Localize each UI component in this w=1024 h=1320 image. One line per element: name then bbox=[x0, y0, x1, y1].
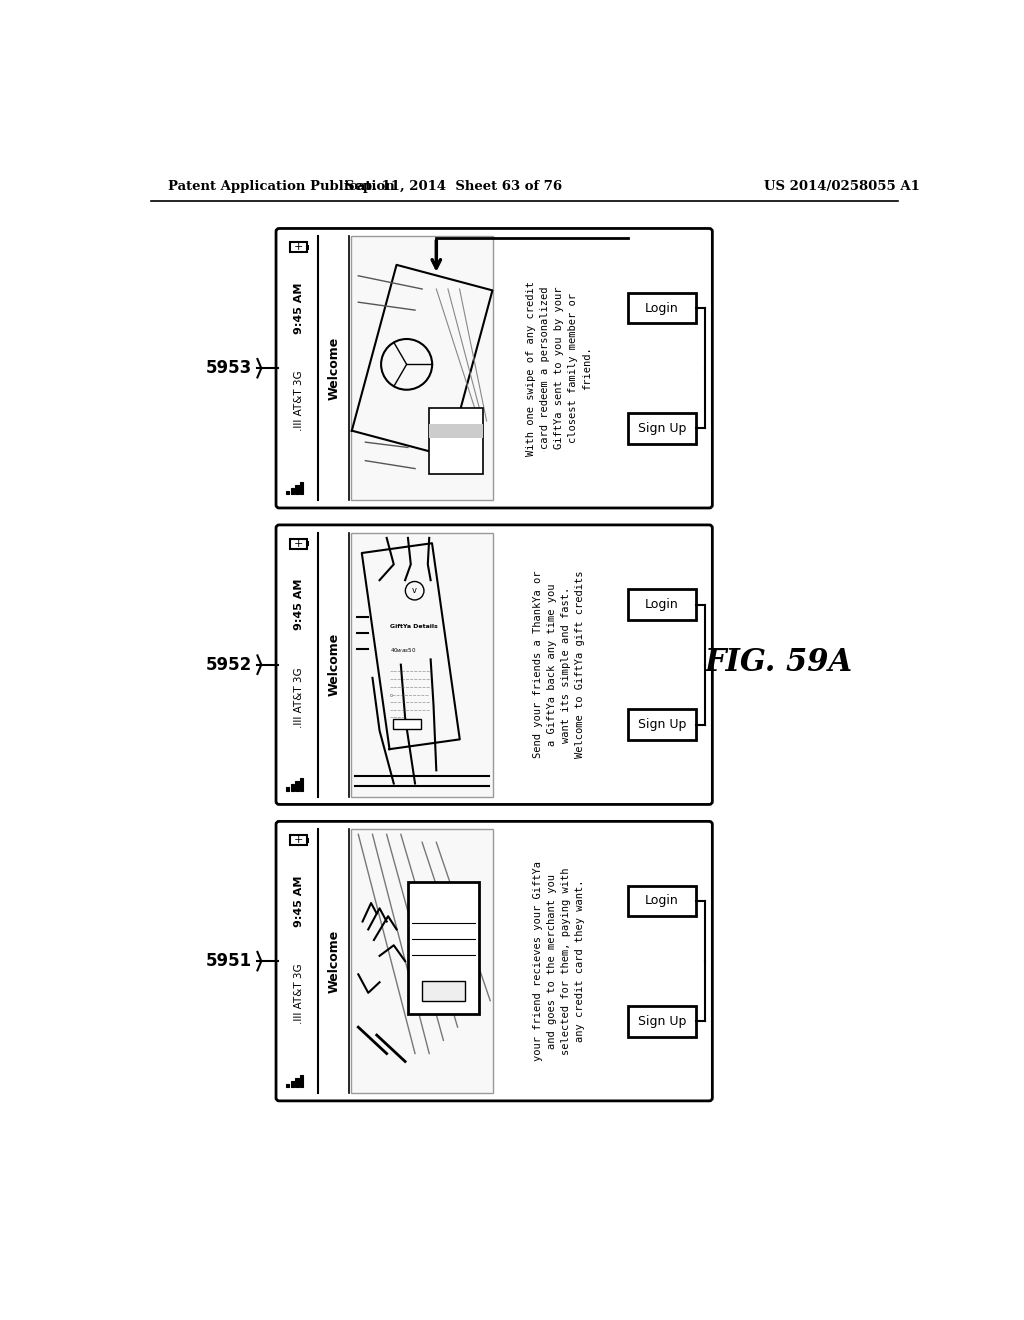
Bar bbox=[429, 408, 483, 474]
Text: Patent Application Publication: Patent Application Publication bbox=[168, 181, 395, 194]
Bar bbox=[628, 709, 696, 741]
Text: Welcome: Welcome bbox=[328, 929, 341, 993]
Text: .lll AT&T 3G: .lll AT&T 3G bbox=[294, 667, 303, 727]
FancyBboxPatch shape bbox=[276, 525, 713, 804]
Text: Welcome: Welcome bbox=[328, 634, 341, 697]
Bar bbox=[628, 1006, 696, 1036]
Text: ~~~~: ~~~~ bbox=[389, 715, 406, 721]
Bar bbox=[628, 293, 696, 323]
Bar bbox=[307, 244, 309, 249]
Bar bbox=[291, 1081, 294, 1088]
Text: +: + bbox=[294, 836, 303, 845]
Bar bbox=[307, 838, 309, 843]
Text: ~~~~~~~~~~: ~~~~~~~~~~ bbox=[389, 685, 431, 690]
Bar bbox=[351, 829, 494, 1093]
Bar bbox=[628, 413, 696, 444]
Text: Sign Up: Sign Up bbox=[638, 422, 686, 434]
Text: ~~~~~~~~~~: ~~~~~~~~~~ bbox=[389, 669, 431, 675]
Text: ~~~~~~~~~~: ~~~~~~~~~~ bbox=[389, 700, 431, 705]
Bar bbox=[295, 484, 299, 494]
Text: $40  was $50: $40 was $50 bbox=[389, 647, 416, 655]
Text: GiftYa Details: GiftYa Details bbox=[389, 624, 437, 628]
Text: 9:45 AM: 9:45 AM bbox=[294, 579, 303, 630]
Bar bbox=[291, 488, 294, 494]
Bar bbox=[290, 836, 307, 845]
Text: +: + bbox=[294, 539, 303, 549]
Bar bbox=[300, 1074, 303, 1088]
Bar bbox=[351, 236, 494, 500]
Text: Login: Login bbox=[645, 301, 679, 314]
Bar bbox=[295, 781, 299, 791]
Bar bbox=[290, 539, 307, 549]
Bar bbox=[628, 886, 696, 916]
Bar bbox=[286, 491, 289, 494]
Bar bbox=[628, 589, 696, 620]
Text: .lll AT&T 3G: .lll AT&T 3G bbox=[294, 964, 303, 1024]
Text: Login: Login bbox=[645, 598, 679, 611]
Text: 5953: 5953 bbox=[206, 359, 252, 378]
Bar bbox=[307, 541, 309, 546]
Bar bbox=[351, 533, 494, 797]
Text: Sign Up: Sign Up bbox=[638, 1015, 686, 1028]
Bar bbox=[300, 779, 303, 791]
FancyBboxPatch shape bbox=[276, 821, 713, 1101]
Bar bbox=[290, 243, 307, 252]
Bar bbox=[429, 424, 483, 437]
Text: .lll AT&T 3G: .lll AT&T 3G bbox=[294, 371, 303, 432]
Bar bbox=[291, 784, 294, 791]
Text: v: v bbox=[412, 586, 417, 595]
Text: Login: Login bbox=[645, 895, 679, 907]
Text: US 2014/0258055 A1: US 2014/0258055 A1 bbox=[764, 181, 920, 194]
Text: your friend recieves your GiftYa
and goes to the merchant you
selected for them,: your friend recieves your GiftYa and goe… bbox=[532, 861, 585, 1061]
Text: 9:45 AM: 9:45 AM bbox=[294, 282, 303, 334]
Bar bbox=[422, 981, 465, 1001]
Bar bbox=[300, 482, 303, 494]
FancyBboxPatch shape bbox=[276, 228, 713, 508]
Text: ~~~~~~~~~~: ~~~~~~~~~~ bbox=[389, 677, 431, 682]
Text: Welcome: Welcome bbox=[328, 337, 341, 400]
Text: Sep. 11, 2014  Sheet 63 of 76: Sep. 11, 2014 Sheet 63 of 76 bbox=[345, 181, 562, 194]
Bar bbox=[393, 718, 422, 730]
Bar bbox=[295, 1077, 299, 1088]
Text: With one swipe of any credit
card redeem a personalized
GiftYa sent to you by yo: With one swipe of any credit card redeem… bbox=[525, 281, 592, 455]
Text: FIG. 59A: FIG. 59A bbox=[705, 647, 853, 678]
Text: Send your friends a ThankYa or
a GiftYa back any time you
want its simple and fa: Send your friends a ThankYa or a GiftYa … bbox=[532, 572, 585, 759]
Text: 5952: 5952 bbox=[206, 656, 252, 673]
Text: 9:45 AM: 9:45 AM bbox=[294, 875, 303, 927]
Text: Sign Up: Sign Up bbox=[638, 718, 686, 731]
Bar bbox=[286, 1084, 289, 1088]
Text: ~~~~~~~~~~: ~~~~~~~~~~ bbox=[389, 708, 431, 713]
Text: +: + bbox=[294, 243, 303, 252]
Bar bbox=[408, 882, 479, 1014]
Text: 5951: 5951 bbox=[206, 952, 252, 970]
Text: o~~~~~~~~~: o~~~~~~~~~ bbox=[389, 693, 430, 697]
Bar bbox=[286, 788, 289, 791]
